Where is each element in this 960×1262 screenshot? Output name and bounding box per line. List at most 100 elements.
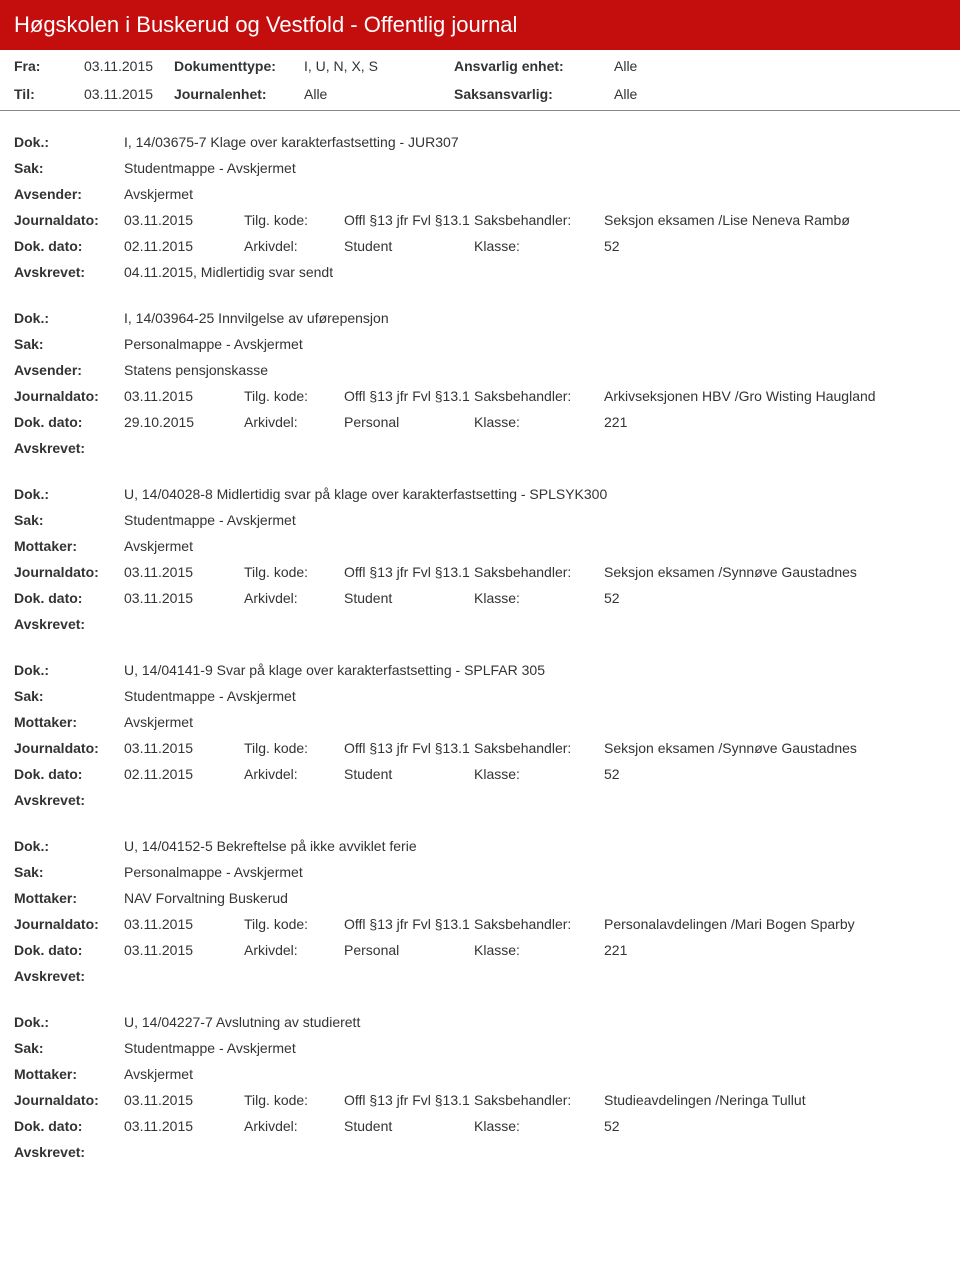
- dok-label: Dok.:: [14, 310, 124, 326]
- dokdato-label: Dok. dato:: [14, 942, 124, 958]
- dok-value: U, 14/04152-5 Bekreftelse på ikke avvikl…: [124, 838, 946, 854]
- tilgkode-value: Offl §13 jfr Fvl §13.1: [344, 388, 474, 404]
- doktype-value: I, U, N, X, S: [304, 58, 454, 74]
- sak-label: Sak:: [14, 688, 124, 704]
- klasse-label: Klasse:: [474, 590, 604, 606]
- dokdato-label: Dok. dato:: [14, 414, 124, 430]
- sak-label: Sak:: [14, 160, 124, 176]
- arkivdel-value: Student: [344, 590, 474, 606]
- party-label: Mottaker:: [14, 538, 124, 554]
- journaldato-label: Journaldato:: [14, 564, 124, 580]
- til-label: Til:: [14, 86, 84, 102]
- avskrevet-label: Avskrevet:: [14, 968, 124, 984]
- saksbehandler-label: Saksbehandler:: [474, 388, 604, 404]
- tilgkode-label: Tilg. kode:: [244, 564, 344, 580]
- arkivdel-label: Arkivdel:: [244, 238, 344, 254]
- journal-entry: Dok.:I, 14/03964-25 Innvilgelse av uføre…: [0, 305, 960, 481]
- dokdato-value: 02.11.2015: [124, 238, 244, 254]
- dokdato-value: 03.11.2015: [124, 942, 244, 958]
- party-label: Avsender:: [14, 362, 124, 378]
- arkivdel-value: Personal: [344, 942, 474, 958]
- doktype-label: Dokumenttype:: [174, 58, 304, 74]
- journalenhet-value: Alle: [304, 86, 454, 102]
- page-title: Høgskolen i Buskerud og Vestfold - Offen…: [0, 0, 960, 50]
- arkivdel-label: Arkivdel:: [244, 766, 344, 782]
- journal-entry: Dok.:I, 14/03675-7 Klage over karakterfa…: [0, 129, 960, 305]
- dok-value: I, 14/03964-25 Innvilgelse av uførepensj…: [124, 310, 946, 326]
- dokdato-value: 02.11.2015: [124, 766, 244, 782]
- avskrevet-label: Avskrevet:: [14, 1144, 124, 1160]
- party-label: Mottaker:: [14, 1066, 124, 1082]
- journaldato-value: 03.11.2015: [124, 916, 244, 932]
- tilgkode-value: Offl §13 jfr Fvl §13.1: [344, 916, 474, 932]
- dok-value: U, 14/04227-7 Avslutning av studierett: [124, 1014, 946, 1030]
- saksbehandler-value: Seksjon eksamen /Synnøve Gaustadnes: [604, 740, 946, 756]
- klasse-value: 52: [604, 1118, 946, 1134]
- dok-label: Dok.:: [14, 838, 124, 854]
- journaldato-label: Journaldato:: [14, 740, 124, 756]
- party-value: Avskjermet: [124, 714, 946, 730]
- journaldato-value: 03.11.2015: [124, 212, 244, 228]
- filter-row-2: Til: 03.11.2015 Journalenhet: Alle Saksa…: [0, 78, 960, 106]
- dokdato-label: Dok. dato:: [14, 590, 124, 606]
- journal-entry: Dok.:U, 14/04028-8 Midlertidig svar på k…: [0, 481, 960, 657]
- avskrevet-label: Avskrevet:: [14, 792, 124, 808]
- tilgkode-value: Offl §13 jfr Fvl §13.1: [344, 1092, 474, 1108]
- ansvarlig-label: Ansvarlig enhet:: [454, 58, 614, 74]
- klasse-value: 52: [604, 590, 946, 606]
- dok-value: U, 14/04028-8 Midlertidig svar på klage …: [124, 486, 946, 502]
- sak-value: Personalmappe - Avskjermet: [124, 864, 946, 880]
- tilgkode-label: Tilg. kode:: [244, 388, 344, 404]
- journaldato-label: Journaldato:: [14, 916, 124, 932]
- saksbehandler-value: Studieavdelingen /Neringa Tullut: [604, 1092, 946, 1108]
- sak-value: Personalmappe - Avskjermet: [124, 336, 946, 352]
- journaldato-value: 03.11.2015: [124, 564, 244, 580]
- journalenhet-label: Journalenhet:: [174, 86, 304, 102]
- sak-label: Sak:: [14, 336, 124, 352]
- journaldato-value: 03.11.2015: [124, 740, 244, 756]
- party-value: Avskjermet: [124, 186, 946, 202]
- dokdato-label: Dok. dato:: [14, 238, 124, 254]
- sak-label: Sak:: [14, 864, 124, 880]
- dokdato-value: 03.11.2015: [124, 1118, 244, 1134]
- tilgkode-label: Tilg. kode:: [244, 740, 344, 756]
- party-value: Statens pensjonskasse: [124, 362, 946, 378]
- tilgkode-label: Tilg. kode:: [244, 212, 344, 228]
- avskrevet-label: Avskrevet:: [14, 440, 124, 456]
- arkivdel-label: Arkivdel:: [244, 1118, 344, 1134]
- saksbehandler-label: Saksbehandler:: [474, 1092, 604, 1108]
- party-value: NAV Forvaltning Buskerud: [124, 890, 946, 906]
- ansvarlig-value: Alle: [614, 58, 714, 74]
- journal-entry: Dok.:U, 14/04141-9 Svar på klage over ka…: [0, 657, 960, 833]
- party-label: Avsender:: [14, 186, 124, 202]
- klasse-label: Klasse:: [474, 1118, 604, 1134]
- saksbehandler-label: Saksbehandler:: [474, 564, 604, 580]
- fra-value: 03.11.2015: [84, 58, 174, 74]
- saksbehandler-value: Arkivseksjonen HBV /Gro Wisting Haugland: [604, 388, 946, 404]
- arkivdel-value: Student: [344, 1118, 474, 1134]
- sak-label: Sak:: [14, 1040, 124, 1056]
- saksbehandler-value: Seksjon eksamen /Lise Neneva Rambø: [604, 212, 946, 228]
- klasse-value: 221: [604, 942, 946, 958]
- divider: [0, 110, 960, 111]
- avskrevet-value: [124, 1144, 946, 1160]
- arkivdel-value: Student: [344, 766, 474, 782]
- dok-label: Dok.:: [14, 134, 124, 150]
- dokdato-value: 03.11.2015: [124, 590, 244, 606]
- avskrevet-label: Avskrevet:: [14, 616, 124, 632]
- saksbehandler-label: Saksbehandler:: [474, 212, 604, 228]
- dok-label: Dok.:: [14, 662, 124, 678]
- filter-row-1: Fra: 03.11.2015 Dokumenttype: I, U, N, X…: [0, 50, 960, 78]
- til-value: 03.11.2015: [84, 86, 174, 102]
- journaldato-value: 03.11.2015: [124, 388, 244, 404]
- journaldato-value: 03.11.2015: [124, 1092, 244, 1108]
- saksbehandler-label: Saksbehandler:: [474, 740, 604, 756]
- klasse-label: Klasse:: [474, 942, 604, 958]
- dok-label: Dok.:: [14, 486, 124, 502]
- arkivdel-value: Student: [344, 238, 474, 254]
- journal-entry: Dok.:U, 14/04227-7 Avslutning av studier…: [0, 1009, 960, 1185]
- arkivdel-label: Arkivdel:: [244, 414, 344, 430]
- journal-entry: Dok.:U, 14/04152-5 Bekreftelse på ikke a…: [0, 833, 960, 1009]
- saksansvarlig-label: Saksansvarlig:: [454, 86, 614, 102]
- klasse-label: Klasse:: [474, 414, 604, 430]
